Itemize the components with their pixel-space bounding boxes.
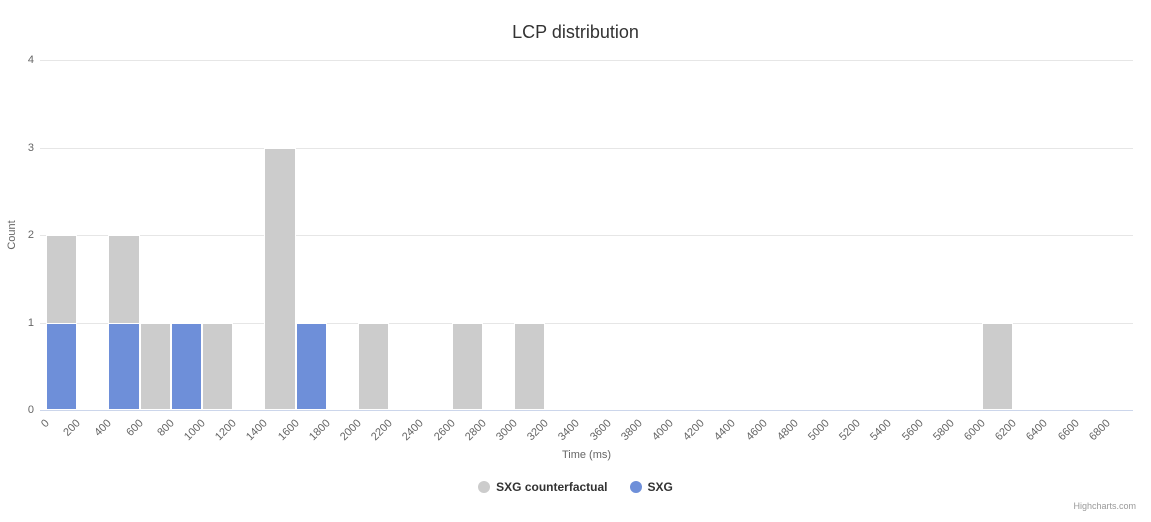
legend-label: SXG bbox=[647, 480, 673, 494]
bar-sxg-counterfactual[interactable] bbox=[202, 322, 234, 410]
chart-title: LCP distribution bbox=[512, 22, 639, 42]
legend-item-sxg[interactable]: SXG bbox=[629, 480, 673, 494]
legend-label: SXG counterfactual bbox=[496, 480, 608, 494]
y-axis-tick-label: 3 bbox=[27, 141, 34, 154]
bar-sxg-counterfactual[interactable] bbox=[139, 322, 171, 410]
y-axis-tick-label: 0 bbox=[27, 404, 34, 416]
legend-marker-sxg bbox=[629, 481, 642, 493]
bar-sxg-counterfactual[interactable] bbox=[514, 322, 546, 410]
gridline bbox=[40, 235, 1133, 236]
y-axis-tick-label: 4 bbox=[27, 54, 34, 66]
highcharts-credits[interactable]: Highcharts.com bbox=[1073, 501, 1136, 511]
bar-sxg-counterfactual[interactable] bbox=[264, 147, 296, 410]
bar-sxg-counterfactual[interactable] bbox=[358, 322, 390, 410]
gridline bbox=[40, 322, 1133, 324]
legend-marker-sxg-counterfactual bbox=[478, 481, 491, 493]
legend: SXG counterfactual SXG bbox=[0, 480, 1151, 494]
bar-sxg[interactable] bbox=[170, 322, 202, 410]
bar-sxg[interactable] bbox=[295, 322, 327, 410]
bar-sxg[interactable] bbox=[46, 322, 78, 410]
x-axis-line bbox=[40, 410, 1133, 411]
bar-sxg-counterfactual[interactable] bbox=[982, 322, 1014, 410]
x-axis-title: Time (ms) bbox=[561, 449, 612, 461]
legend-item-sxg-counterfactual[interactable]: SXG counterfactual bbox=[478, 480, 608, 494]
gridline bbox=[40, 147, 1133, 149]
bar-sxg[interactable] bbox=[108, 322, 140, 410]
y-axis-tick-label: 2 bbox=[27, 229, 34, 241]
bar-sxg-counterfactual[interactable] bbox=[451, 322, 483, 410]
gridline bbox=[40, 60, 1133, 61]
y-axis-tick-label: 1 bbox=[27, 316, 34, 329]
